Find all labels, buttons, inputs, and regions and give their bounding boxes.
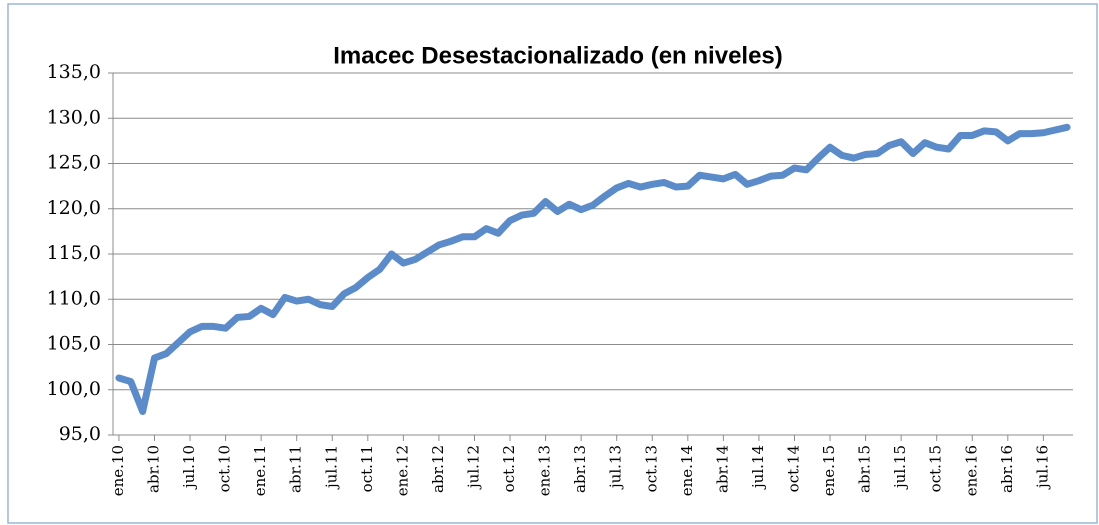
x-tick-label: jul.14 — [749, 445, 767, 490]
x-tick-label: abr.12 — [429, 445, 447, 493]
x-tick-label: oct.12 — [500, 445, 518, 492]
y-tick-label: 110,0 — [47, 287, 101, 309]
x-tick-label: oct.10 — [216, 445, 234, 492]
x-tick-label: jul.13 — [607, 445, 625, 490]
x-tick-label: jul.15 — [891, 445, 909, 490]
x-tick-label: abr.13 — [571, 445, 589, 493]
x-tick-label: jul.11 — [322, 445, 340, 490]
x-tick-label: abr.10 — [144, 445, 162, 493]
y-tick-label: 125,0 — [47, 152, 101, 174]
y-tick-label: 130,0 — [47, 106, 101, 128]
x-tick-label: ene.13 — [536, 445, 554, 496]
y-tick-label: 120,0 — [47, 197, 101, 219]
x-tick-label: ene.10 — [109, 445, 127, 496]
y-tick-label: 100,0 — [47, 378, 101, 400]
x-tick-label: ene.12 — [393, 445, 411, 496]
x-tick-label: oct.14 — [784, 445, 802, 492]
x-tick-label: jul.16 — [1033, 445, 1051, 490]
x-tick-label: jul.10 — [180, 445, 198, 490]
x-tick-label: abr.11 — [287, 445, 305, 493]
line-series — [115, 123, 1071, 415]
chart-frame — [7, 3, 1098, 524]
y-tick-label: 115,0 — [47, 242, 101, 264]
x-tick-label: oct.11 — [358, 445, 376, 492]
x-tick-label: ene.14 — [678, 445, 696, 496]
x-tick-label: abr.16 — [998, 445, 1016, 493]
y-tick-label: 105,0 — [47, 333, 101, 355]
x-tick-label: abr.14 — [713, 445, 731, 493]
y-tick-label: 95,0 — [59, 423, 101, 445]
x-tick-label: abr.15 — [856, 445, 874, 493]
x-tick-label: oct.15 — [927, 445, 945, 492]
x-tick-label: oct.13 — [642, 445, 660, 492]
x-tick-label: ene.16 — [962, 445, 980, 496]
y-tick-label: 135,0 — [47, 61, 101, 83]
chart-title: Imacec Desestacionalizado (en niveles) — [333, 42, 783, 69]
x-tick-label: jul.12 — [464, 445, 482, 490]
x-tick-label: ene.11 — [251, 445, 269, 496]
x-tick-label: ene.15 — [820, 445, 838, 496]
